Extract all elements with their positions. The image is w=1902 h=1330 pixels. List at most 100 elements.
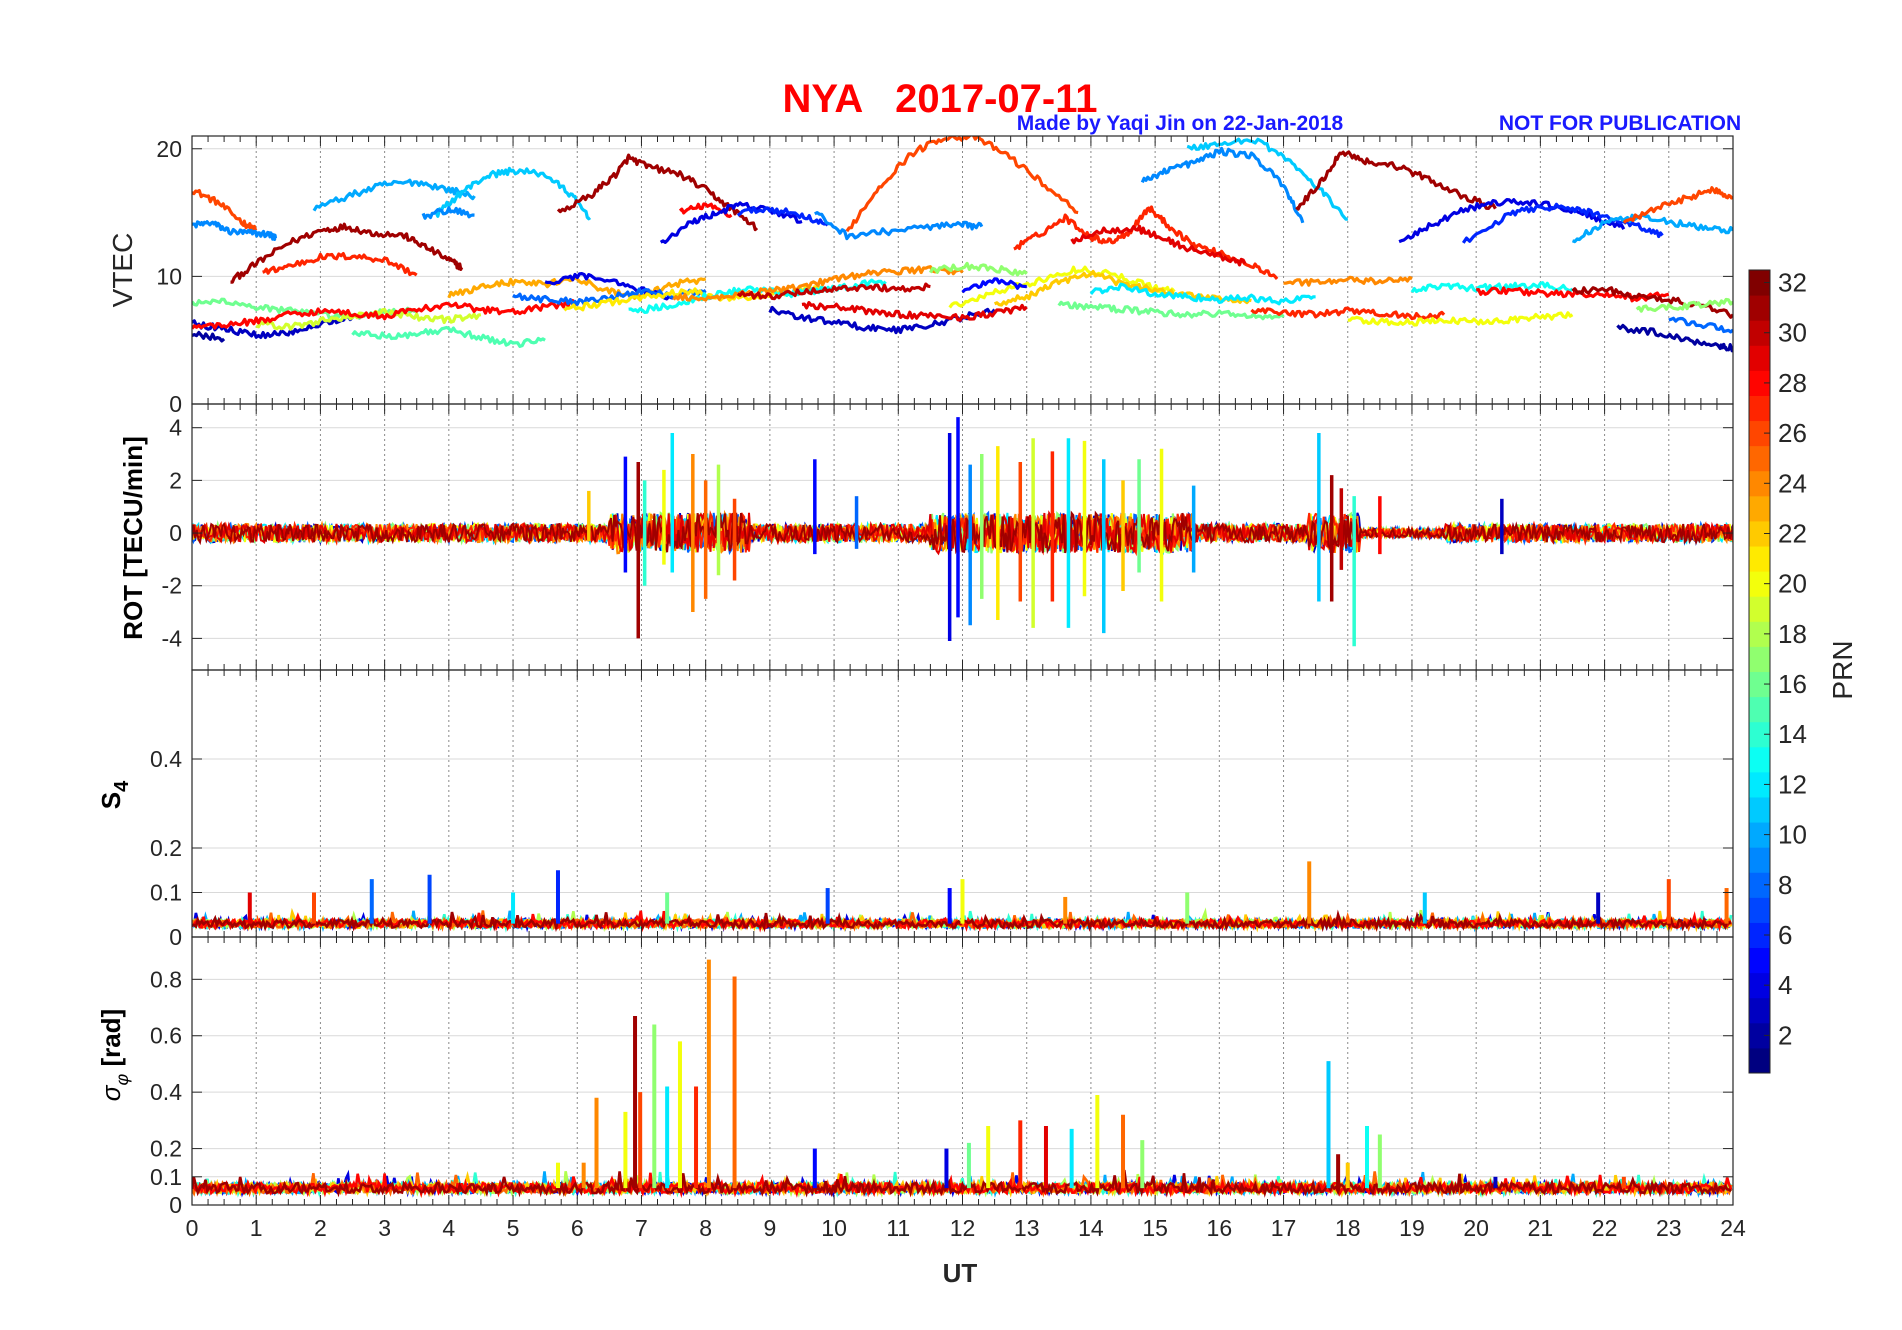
vtec-series-line bbox=[672, 265, 964, 302]
colorbar-swatch bbox=[1749, 445, 1770, 472]
y-tick-label: 0.2 bbox=[150, 835, 182, 861]
x-tick-label: 16 bbox=[1207, 1215, 1233, 1241]
vtec-series-line bbox=[1635, 297, 1733, 313]
vtec-series-line bbox=[1089, 282, 1316, 306]
y-tick-label: 0.4 bbox=[150, 1079, 182, 1105]
vtec-series-line bbox=[1295, 150, 1497, 211]
colorbar-swatch bbox=[1749, 972, 1770, 999]
y-tick-label: 20 bbox=[156, 136, 182, 162]
colorbar-tick-label: 2 bbox=[1778, 1020, 1792, 1050]
notice-text: NOT FOR PUBLICATION bbox=[1499, 112, 1741, 135]
colorbar-tick-label: 12 bbox=[1778, 769, 1807, 799]
y-tick-label: 10 bbox=[156, 263, 182, 289]
vtec-series-line bbox=[928, 261, 1028, 277]
x-axis-label: UT bbox=[943, 1258, 978, 1288]
vtec-series-line bbox=[192, 298, 579, 330]
colorbar-swatch bbox=[1749, 696, 1770, 723]
x-tick-label: 9 bbox=[763, 1215, 776, 1241]
colorbar-tick-label: 8 bbox=[1778, 870, 1792, 900]
vtec-series-line bbox=[1398, 198, 1626, 244]
vtec-series-line bbox=[736, 205, 829, 227]
x-tick-label: 17 bbox=[1271, 1215, 1297, 1241]
x-axis-ticks: 0 1 2 3 4 5 6 7 8 9 10 11 12 13 14 15 16 17 18 19 20 21 22 23 24 bbox=[186, 1215, 1746, 1241]
colorbar-swatch bbox=[1749, 671, 1770, 698]
s4-ylabel-text: S4 bbox=[96, 780, 133, 809]
colorbar-swatch bbox=[1749, 571, 1770, 597]
colorbar-swatch bbox=[1749, 520, 1770, 547]
x-tick-label: 19 bbox=[1399, 1215, 1425, 1241]
colorbar-swatch bbox=[1749, 847, 1770, 873]
colorbar-label: PRN bbox=[1827, 640, 1858, 699]
colorbar-swatch bbox=[1749, 746, 1770, 773]
chart-title: NYA 2017-07-11 bbox=[782, 77, 1097, 121]
vtec-series-line bbox=[948, 265, 1176, 309]
vtec-series-line bbox=[192, 189, 258, 232]
vtec-series-line bbox=[421, 206, 475, 220]
colorbar-swatch bbox=[1749, 596, 1770, 622]
colorbar-swatch bbox=[1749, 822, 1770, 848]
vtec-series-line bbox=[801, 301, 1028, 322]
colorbar-swatch bbox=[1749, 1022, 1770, 1049]
y-tick-label: 0.4 bbox=[150, 746, 182, 772]
colorbar-swatch bbox=[1749, 997, 1770, 1024]
y-tick-label: 0.8 bbox=[150, 966, 182, 992]
colorbar-swatch bbox=[1749, 621, 1770, 647]
rot-ylabel: ROT [TECU/min] bbox=[118, 436, 148, 640]
vtec-series-line bbox=[814, 211, 984, 241]
y-tick-label: 4 bbox=[169, 415, 182, 441]
x-tick-label: 0 bbox=[186, 1215, 199, 1241]
s4-panel: 0 0.1 0.2 0.4 bbox=[150, 669, 1734, 950]
colorbar-swatch bbox=[1749, 345, 1770, 371]
y-tick-label: 0 bbox=[169, 1192, 182, 1218]
sigma-ylabel: σφ [rad] bbox=[96, 1009, 132, 1101]
y-tick-label: 0.6 bbox=[150, 1023, 182, 1049]
colorbar-swatch bbox=[1749, 796, 1770, 823]
vtec-series-line bbox=[1461, 202, 1664, 244]
colorbar-tick-label: 20 bbox=[1778, 569, 1807, 599]
x-tick-label: 3 bbox=[378, 1215, 391, 1241]
x-tick-label: 15 bbox=[1142, 1215, 1168, 1241]
vtec-series-line bbox=[1616, 323, 1733, 353]
colorbar-swatch bbox=[1749, 646, 1770, 672]
colorbar-tick-label: 24 bbox=[1778, 468, 1807, 498]
x-tick-label: 22 bbox=[1592, 1215, 1618, 1241]
vtec-series-line bbox=[1622, 186, 1733, 224]
sigma-series-line bbox=[192, 1169, 1732, 1198]
vtec-series-line bbox=[192, 330, 226, 343]
colorbar-swatch bbox=[1749, 320, 1770, 346]
y-tick-label: 0.1 bbox=[150, 1164, 182, 1190]
colorbar-tick-label: 32 bbox=[1778, 268, 1807, 298]
vtec-series-line bbox=[1140, 146, 1305, 224]
vtec-series-line bbox=[192, 220, 278, 241]
vtec-ylabel: VTEC bbox=[107, 233, 138, 308]
y-tick-label: 0 bbox=[169, 520, 182, 546]
colorbar-swatch bbox=[1749, 721, 1770, 748]
data-layer bbox=[192, 959, 1733, 1199]
colorbar-swatch bbox=[1749, 947, 1770, 974]
y-tick-label: -2 bbox=[162, 573, 182, 599]
colorbar-swatch bbox=[1749, 470, 1770, 497]
y-tick-label: 2 bbox=[169, 467, 182, 493]
colorbar-tick-label: 18 bbox=[1778, 619, 1807, 649]
rot-series-line bbox=[192, 510, 1733, 557]
vtec-series-line bbox=[1186, 137, 1348, 221]
y-tick-label: -4 bbox=[162, 625, 183, 651]
x-tick-label: 8 bbox=[699, 1215, 712, 1241]
colorbar-tick-label: 6 bbox=[1778, 920, 1792, 950]
rot-series-line bbox=[192, 510, 1733, 555]
colorbar-tick-label: 28 bbox=[1778, 368, 1807, 398]
colorbar-tick-label: 4 bbox=[1778, 970, 1792, 1000]
data-layer bbox=[192, 417, 1733, 647]
vtec-series-line bbox=[230, 222, 464, 284]
x-tick-label: 10 bbox=[821, 1215, 847, 1241]
y-tick-label: 0.2 bbox=[150, 1136, 182, 1162]
x-tick-label: 6 bbox=[571, 1215, 584, 1241]
colorbar-swatch bbox=[1749, 370, 1770, 396]
vtec-series-line bbox=[1283, 275, 1413, 287]
y-tick-label: 0 bbox=[169, 924, 182, 950]
colorbar-swatch bbox=[1749, 270, 1770, 296]
colorbar-swatch bbox=[1749, 295, 1770, 321]
x-tick-label: 14 bbox=[1078, 1215, 1104, 1241]
